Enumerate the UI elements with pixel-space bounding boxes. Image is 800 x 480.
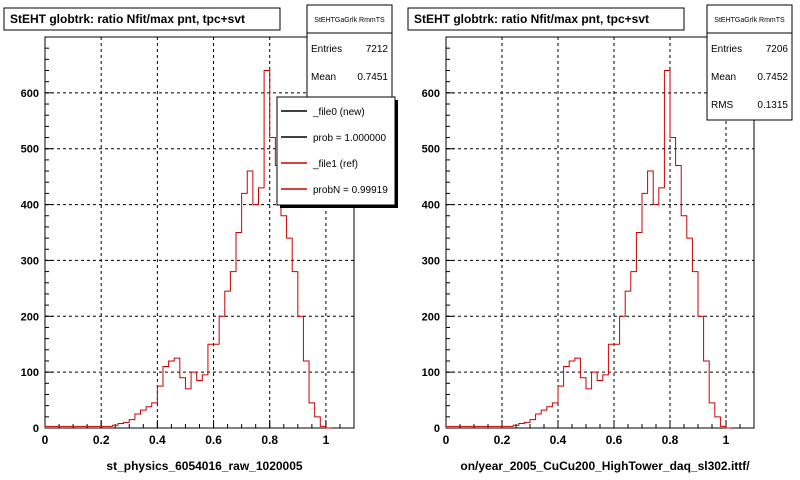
y-tick-label: 600: [422, 88, 440, 100]
stats-label: RMS: [711, 100, 734, 111]
x-tick-label: 0.8: [261, 433, 278, 447]
y-tick-label: 100: [21, 367, 39, 379]
stats-value: 7212: [366, 44, 389, 55]
y-tick-label: 300: [422, 255, 440, 267]
x-tick-label: 0.4: [149, 433, 166, 447]
legend-box: [276, 96, 396, 206]
stats-label: Entries: [311, 44, 342, 55]
stats-label: Mean: [311, 72, 336, 83]
y-tick-label: 500: [21, 144, 39, 156]
legend-label: _file0 (new): [312, 107, 365, 118]
y-tick-label: 400: [21, 200, 39, 212]
stats-value: 0.7451: [357, 72, 388, 83]
y-tick-label: 200: [21, 311, 39, 323]
histogram-series-1: [445, 70, 732, 429]
x-tick-label: 0.8: [662, 433, 679, 447]
x-axis-label: on/year_2005_CuCu200_HighTower_daq_sl302…: [460, 459, 750, 473]
y-tick-label: 400: [422, 200, 440, 212]
y-tick-label: 100: [422, 367, 440, 379]
stats-title: StEHTGaGrlk RmmTS: [314, 17, 385, 24]
x-tick-label: 1: [323, 433, 330, 447]
chart-title: StEHT globtrk: ratio Nfit/max pnt, tpc+s…: [414, 12, 649, 26]
y-tick-label: 300: [21, 255, 39, 267]
legend-label: prob = 1.000000: [313, 133, 387, 144]
histogram-series-1: [44, 70, 332, 429]
x-tick-label: 0: [443, 433, 450, 447]
stats-title: StEHTGaGrlk RmmTS: [714, 17, 785, 24]
chart-1: 0 0.2 0.4 0.6 0.8 1 0 100 200 300 400 500 600 StEHT g…: [3, 4, 398, 473]
title-box: [3, 7, 281, 31]
x-tick-label: 1: [723, 433, 730, 447]
x-axis-label: st_physics_6054016_raw_1020005: [106, 459, 302, 473]
y-tick-label: 500: [422, 144, 440, 156]
y-tick-label: 200: [422, 311, 440, 323]
stats-label: Mean: [711, 72, 736, 83]
y-tick-label: 600: [21, 88, 39, 100]
x-tick-label: 0.6: [606, 433, 623, 447]
chart-2: 0 0.2 0.4 0.6 0.8 1 0 100 200 300 400 500 600 StEHT g…: [407, 4, 793, 473]
x-tick-label: 0.6: [205, 433, 222, 447]
x-tick-label: 0.2: [93, 433, 110, 447]
plot-frame: [445, 36, 755, 429]
x-tick-label: 0.2: [494, 433, 511, 447]
stats-value: 0.7452: [757, 72, 788, 83]
y-tick-label: 0: [434, 423, 440, 435]
stats-box: [306, 4, 393, 98]
legend-label: _file1 (ref): [312, 159, 358, 170]
chart-title: StEHT globtrk: ratio Nfit/max pnt, tpc+s…: [10, 12, 245, 26]
x-tick-label: 0: [42, 433, 49, 447]
stats-label: Entries: [711, 44, 742, 55]
legend-label: probN = 0.99919: [313, 185, 388, 196]
stats-value: 7206: [766, 44, 789, 55]
stats-value: 0.1315: [757, 100, 788, 111]
x-tick-label: 0.4: [550, 433, 567, 447]
title-box: [407, 7, 685, 31]
y-tick-label: 0: [33, 423, 39, 435]
stats-box: [706, 4, 793, 121]
